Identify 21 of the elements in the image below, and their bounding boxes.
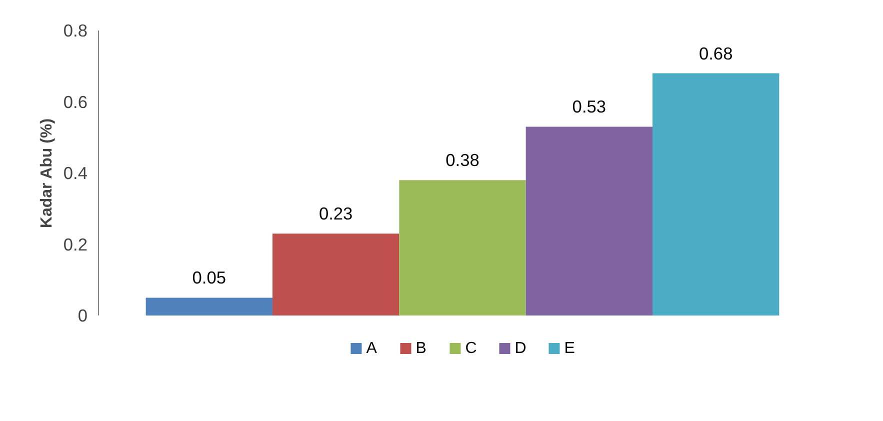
y-tick-label: 0.6 bbox=[63, 92, 88, 112]
data-label: 0.38 bbox=[446, 150, 480, 170]
y-tick-label: 0 bbox=[78, 306, 88, 326]
y-tick-label: 0.8 bbox=[63, 20, 88, 40]
y-tick-label: 0.4 bbox=[63, 163, 88, 183]
y-axis-title: Kadar Abu (%) bbox=[38, 118, 56, 228]
legend-label: C bbox=[465, 340, 477, 357]
bar bbox=[652, 73, 780, 316]
y-tick-label: 0.2 bbox=[63, 234, 88, 254]
bar bbox=[399, 180, 526, 316]
bar bbox=[526, 126, 653, 316]
bar bbox=[146, 298, 272, 316]
data-label: 0.05 bbox=[192, 268, 226, 288]
legend-label: B bbox=[416, 340, 426, 357]
legend-label: E bbox=[564, 340, 575, 357]
bar bbox=[272, 234, 400, 316]
legend-label: D bbox=[514, 340, 526, 357]
data-label: 0.53 bbox=[572, 96, 606, 117]
data-label: 0.68 bbox=[698, 43, 733, 64]
data-label: 0.23 bbox=[318, 204, 353, 224]
legend-label: A bbox=[366, 340, 378, 357]
